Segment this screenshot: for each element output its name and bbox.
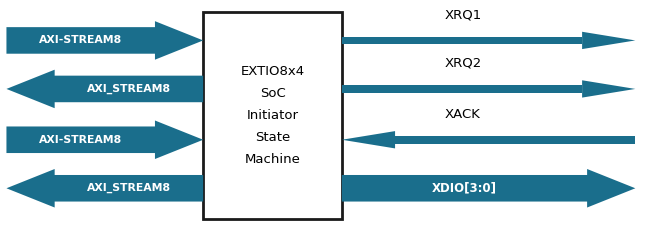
Text: XACK: XACK: [445, 108, 481, 121]
Text: AXI_STREAM8: AXI_STREAM8: [87, 183, 171, 193]
Polygon shape: [342, 169, 635, 207]
Polygon shape: [6, 21, 203, 60]
Polygon shape: [342, 131, 395, 148]
Polygon shape: [6, 169, 203, 207]
Text: XRQ1: XRQ1: [444, 8, 481, 21]
Text: AXI-STREAM8: AXI-STREAM8: [39, 35, 123, 46]
Polygon shape: [6, 121, 203, 159]
Bar: [342, 85, 582, 93]
Text: AXI-STREAM8: AXI-STREAM8: [39, 135, 123, 145]
Polygon shape: [6, 70, 203, 108]
Bar: [395, 136, 635, 143]
Bar: [203, 12, 342, 219]
Text: EXTIO8x4
SoC
Initiator
State
Machine: EXTIO8x4 SoC Initiator State Machine: [241, 65, 304, 166]
Polygon shape: [582, 80, 635, 97]
Text: XRQ2: XRQ2: [444, 57, 481, 70]
Text: XDIO[3:0]: XDIO[3:0]: [432, 182, 497, 195]
Bar: [342, 36, 582, 44]
Polygon shape: [582, 32, 635, 49]
Text: AXI_STREAM8: AXI_STREAM8: [87, 84, 171, 94]
